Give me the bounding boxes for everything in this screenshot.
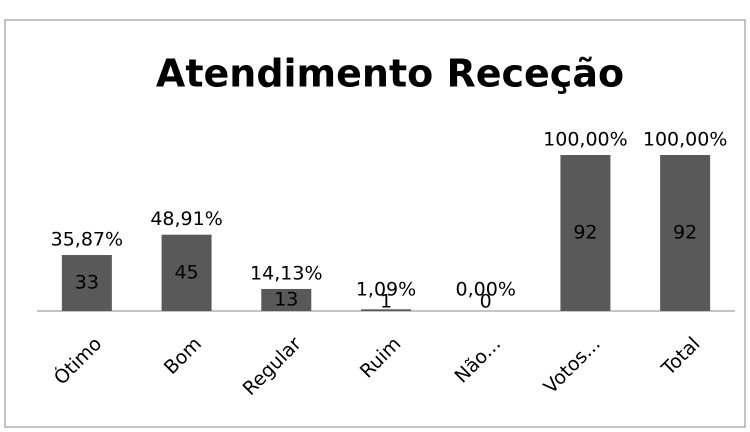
value-label: 33 bbox=[75, 272, 99, 294]
percent-label: 1,09% bbox=[356, 279, 416, 301]
chart-title: Atendimento Receção bbox=[156, 52, 624, 96]
bar bbox=[261, 288, 312, 311]
value-label: 13 bbox=[274, 288, 298, 310]
chart-border bbox=[4, 19, 746, 428]
percent-label: 35,87% bbox=[51, 229, 123, 251]
bar bbox=[361, 309, 411, 311]
bar bbox=[560, 155, 611, 311]
value-label: 92 bbox=[673, 222, 697, 244]
bar bbox=[161, 234, 212, 311]
percent-label: 100,00% bbox=[643, 129, 728, 151]
value-label: 0 bbox=[480, 291, 492, 313]
percent-label: 14,13% bbox=[250, 262, 322, 284]
percent-label: 48,91% bbox=[150, 208, 222, 230]
value-label: 45 bbox=[174, 261, 198, 283]
value-label: 92 bbox=[573, 222, 597, 244]
percent-label: 0,00% bbox=[456, 279, 516, 301]
bar bbox=[61, 255, 112, 311]
bar bbox=[660, 155, 711, 311]
value-label: 1 bbox=[380, 291, 392, 313]
percent-label: 100,00% bbox=[543, 129, 628, 151]
